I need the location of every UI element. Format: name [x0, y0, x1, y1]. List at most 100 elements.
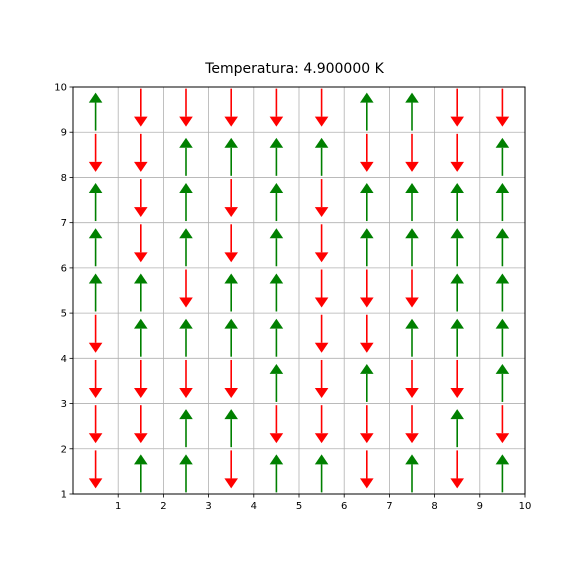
arrow-head — [88, 92, 103, 103]
arrow-head — [314, 207, 329, 218]
spin-up-arrow — [88, 92, 103, 131]
arrow-head — [405, 433, 419, 444]
arrow-head — [134, 433, 148, 444]
spin-up-arrow — [269, 183, 284, 222]
arrow-head — [179, 297, 193, 308]
arrow-head — [450, 478, 464, 489]
tick-layer: 1 2 3 4 5 6 7 8 9 10 1 2 3 4 5 6 7 8 9 10 — [54, 83, 531, 513]
arrow-head — [314, 116, 329, 127]
arrow-head — [179, 387, 193, 398]
spin-up-arrow — [450, 228, 464, 267]
arrow-head — [314, 433, 329, 444]
spin-up-arrow — [405, 454, 419, 493]
spin-up-arrow — [314, 454, 329, 493]
grid-layer — [73, 87, 525, 494]
arrow-head — [88, 161, 103, 172]
arrow-head — [314, 454, 329, 465]
arrow-head — [450, 409, 464, 420]
spin-up-arrow — [224, 137, 238, 176]
arrow-head — [314, 137, 329, 148]
arrow-head — [269, 454, 284, 465]
arrow-head — [269, 228, 284, 239]
spin-up-arrow — [224, 409, 238, 448]
spin-up-arrow — [269, 273, 284, 312]
arrow-head — [495, 183, 510, 194]
arrow-head — [224, 116, 238, 127]
spin-down-arrow — [179, 359, 193, 398]
y-tick-label: 7 — [61, 218, 67, 229]
spin-down-arrow — [134, 133, 148, 172]
spin-down-arrow — [314, 314, 329, 353]
spin-up-arrow — [134, 454, 148, 493]
y-tick-label: 9 — [61, 128, 67, 139]
spin-down-arrow — [88, 450, 103, 489]
spin-up-arrow — [495, 454, 510, 493]
arrow-head — [134, 454, 148, 465]
arrow-head — [360, 433, 374, 444]
arrow-head — [360, 297, 374, 308]
arrow-head — [88, 228, 103, 239]
spin-down-arrow — [314, 269, 329, 308]
y-tick-label: 5 — [61, 309, 67, 320]
arrow-head — [179, 409, 193, 420]
arrow-head — [314, 387, 329, 398]
spin-down-arrow — [450, 88, 464, 127]
arrow-head — [224, 387, 238, 398]
x-tick-label: 2 — [160, 501, 166, 512]
spin-down-arrow — [134, 359, 148, 398]
y-tick-label: 10 — [54, 83, 67, 94]
arrow-head — [360, 183, 374, 194]
y-tick-label: 3 — [61, 399, 67, 410]
spin-down-arrow — [360, 133, 374, 172]
arrow-head — [314, 342, 329, 353]
spin-up-arrow — [134, 318, 148, 357]
arrow-head — [224, 318, 238, 329]
spin-down-arrow — [269, 88, 284, 127]
arrow-head — [134, 207, 148, 218]
spin-up-arrow — [88, 228, 103, 267]
arrow-head — [495, 137, 510, 148]
arrow-head — [360, 161, 374, 172]
arrow-head — [224, 478, 238, 489]
arrow-head — [495, 363, 510, 374]
spin-up-arrow — [88, 273, 103, 312]
y-tick-label: 8 — [61, 173, 67, 184]
spin-down-arrow — [405, 405, 419, 444]
spin-down-arrow — [314, 224, 329, 263]
spin-up-arrow — [88, 183, 103, 222]
spin-up-arrow — [269, 228, 284, 267]
arrow-head — [224, 273, 238, 284]
arrow-head — [179, 318, 193, 329]
spin-up-arrow — [360, 363, 374, 402]
spin-down-arrow — [88, 314, 103, 353]
spin-down-arrow — [179, 88, 193, 127]
spin-down-arrow — [314, 405, 329, 444]
arrow-head — [450, 116, 464, 127]
arrow-head — [179, 137, 193, 148]
spin-up-arrow — [450, 183, 464, 222]
arrow-head — [134, 161, 148, 172]
spin-up-arrow — [495, 318, 510, 357]
spin-up-arrow — [179, 137, 193, 176]
x-tick-label: 5 — [296, 501, 302, 512]
spin-up-arrow — [495, 228, 510, 267]
x-tick-label: 3 — [205, 501, 211, 512]
arrow-head — [314, 252, 329, 263]
arrow-head — [405, 454, 419, 465]
spin-down-arrow — [88, 133, 103, 172]
arrow-head — [495, 454, 510, 465]
arrow-head — [269, 318, 284, 329]
arrow-head — [495, 433, 510, 444]
arrow-head — [134, 273, 148, 284]
spin-up-arrow — [269, 454, 284, 493]
arrow-layer — [88, 88, 510, 493]
y-tick-label: 4 — [61, 354, 67, 365]
spin-up-arrow — [269, 318, 284, 357]
spin-down-arrow — [495, 405, 510, 444]
arrow-head — [179, 228, 193, 239]
arrow-head — [450, 387, 464, 398]
spin-down-arrow — [360, 314, 374, 353]
y-tick-label: 2 — [61, 444, 67, 455]
spin-up-arrow — [405, 183, 419, 222]
